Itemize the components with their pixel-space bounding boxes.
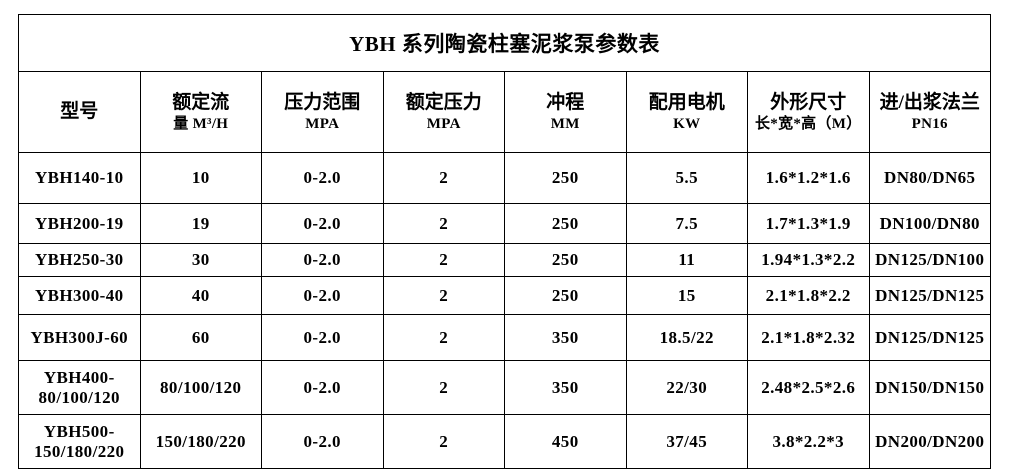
column-header-rated-pressure: 额定压力 MPA [382, 71, 505, 153]
cell-flange: DN80/DN65 [868, 152, 991, 204]
cell-flange: DN125/DN125 [868, 314, 991, 361]
cell-motor: 5.5 [625, 152, 748, 204]
cell-rated-pressure: 2 [382, 152, 505, 204]
cell-rated-pressure: 2 [382, 203, 505, 244]
cell-rated-flow: 30 [139, 243, 262, 277]
cell-rated-flow: 80/100/120 [139, 360, 262, 415]
cell-rated-pressure: 2 [382, 360, 505, 415]
table-title-row: YBH 系列陶瓷柱塞泥浆泵参数表 [18, 14, 991, 72]
cell-flange: DN125/DN100 [868, 243, 991, 277]
table-row: YBH200-19 19 0-2.0 2 250 7.5 1.7*1.3*1.9… [18, 203, 991, 244]
cell-flange: DN100/DN80 [868, 203, 991, 244]
cell-dimensions: 2.48*2.5*2.6 [747, 360, 870, 415]
column-header-motor: 配用电机 KW [625, 71, 748, 153]
column-header-rated-pressure-label: 额定压力 [405, 91, 482, 113]
column-header-model-label: 型号 [60, 101, 99, 123]
cell-motor: 18.5/22 [625, 314, 748, 361]
cell-rated-pressure: 2 [382, 243, 505, 277]
cell-model: YBH400-80/100/120 [18, 360, 141, 415]
cell-stroke: 350 [504, 314, 627, 361]
cell-stroke: 250 [504, 203, 627, 244]
cell-rated-flow: 10 [139, 152, 262, 204]
pump-specification-table: YBH 系列陶瓷柱塞泥浆泵参数表 型号 额定流 量 M³/H 压力范围 MPA … [18, 14, 991, 469]
column-header-rated-flow-unit: 量 M³/H [173, 115, 229, 132]
cell-pressure-range: 0-2.0 [261, 360, 384, 415]
table-row: YBH300J-60 60 0-2.0 2 350 18.5/22 2.1*1.… [18, 314, 991, 361]
cell-model: YBH140-10 [18, 152, 141, 204]
cell-flange: DN125/DN125 [868, 276, 991, 315]
cell-motor: 15 [625, 276, 748, 315]
cell-flange: DN200/DN200 [868, 414, 991, 469]
cell-dimensions: 1.6*1.2*1.6 [747, 152, 870, 204]
table-row: YBH300-40 40 0-2.0 2 250 15 2.1*1.8*2.2 … [18, 276, 991, 315]
column-header-model: 型号 [18, 71, 141, 153]
column-header-dimensions: 外形尺寸 长*宽*高（M） [747, 71, 870, 153]
column-header-flange: 进/出浆法兰 PN16 [868, 71, 991, 153]
cell-rated-pressure: 2 [382, 414, 505, 469]
cell-stroke: 350 [504, 360, 627, 415]
column-header-rated-pressure-unit: MPA [426, 115, 461, 132]
cell-motor: 37/45 [625, 414, 748, 469]
cell-dimensions: 1.94*1.3*2.2 [747, 243, 870, 277]
column-header-motor-label: 配用电机 [648, 91, 725, 113]
cell-motor: 7.5 [625, 203, 748, 244]
table-header-row: 型号 额定流 量 M³/H 压力范围 MPA 额定压力 MPA 冲程 MM [18, 71, 991, 153]
cell-stroke: 450 [504, 414, 627, 469]
cell-dimensions: 1.7*1.3*1.9 [747, 203, 870, 244]
column-header-rated-flow: 额定流 量 M³/H [139, 71, 262, 153]
column-header-rated-flow-label: 额定流 [172, 91, 230, 113]
column-header-pressure-range: 压力范围 MPA [261, 71, 384, 153]
column-header-flange-unit: PN16 [911, 115, 948, 132]
cell-pressure-range: 0-2.0 [261, 203, 384, 244]
cell-rated-flow: 150/180/220 [139, 414, 262, 469]
cell-rated-flow: 40 [139, 276, 262, 315]
table-title: YBH 系列陶瓷柱塞泥浆泵参数表 [18, 14, 991, 72]
table-row: YBH140-10 10 0-2.0 2 250 5.5 1.6*1.2*1.6… [18, 152, 991, 204]
column-header-flange-label: 进/出浆法兰 [879, 91, 980, 113]
column-header-dimensions-unit: 长*宽*高（M） [754, 115, 862, 132]
table-row: YBH500-150/180/220 150/180/220 0-2.0 2 4… [18, 414, 991, 469]
cell-pressure-range: 0-2.0 [261, 152, 384, 204]
cell-pressure-range: 0-2.0 [261, 314, 384, 361]
cell-dimensions: 2.1*1.8*2.2 [747, 276, 870, 315]
cell-rated-pressure: 2 [382, 276, 505, 315]
cell-rated-pressure: 2 [382, 314, 505, 361]
cell-model: YBH250-30 [18, 243, 141, 277]
cell-stroke: 250 [504, 243, 627, 277]
cell-model: YBH300-40 [18, 276, 141, 315]
cell-rated-flow: 19 [139, 203, 262, 244]
cell-rated-flow: 60 [139, 314, 262, 361]
cell-flange: DN150/DN150 [868, 360, 991, 415]
cell-model: YBH500-150/180/220 [18, 414, 141, 469]
column-header-dimensions-label: 外形尺寸 [770, 91, 847, 113]
column-header-motor-unit: KW [673, 115, 701, 132]
cell-pressure-range: 0-2.0 [261, 414, 384, 469]
cell-model: YBH200-19 [18, 203, 141, 244]
cell-dimensions: 3.8*2.2*3 [747, 414, 870, 469]
column-header-pressure-range-label: 压力范围 [284, 91, 361, 113]
cell-dimensions: 2.1*1.8*2.32 [747, 314, 870, 361]
table-row: YBH400-80/100/120 80/100/120 0-2.0 2 350… [18, 360, 991, 415]
cell-model: YBH300J-60 [18, 314, 141, 361]
cell-stroke: 250 [504, 276, 627, 315]
column-header-pressure-range-unit: MPA [305, 115, 340, 132]
table-row: YBH250-30 30 0-2.0 2 250 11 1.94*1.3*2.2… [18, 243, 991, 277]
cell-motor: 22/30 [625, 360, 748, 415]
column-header-stroke-label: 冲程 [546, 91, 585, 113]
cell-pressure-range: 0-2.0 [261, 243, 384, 277]
column-header-stroke: 冲程 MM [504, 71, 627, 153]
cell-stroke: 250 [504, 152, 627, 204]
column-header-stroke-unit: MM [550, 115, 580, 132]
cell-pressure-range: 0-2.0 [261, 276, 384, 315]
cell-motor: 11 [625, 243, 748, 277]
